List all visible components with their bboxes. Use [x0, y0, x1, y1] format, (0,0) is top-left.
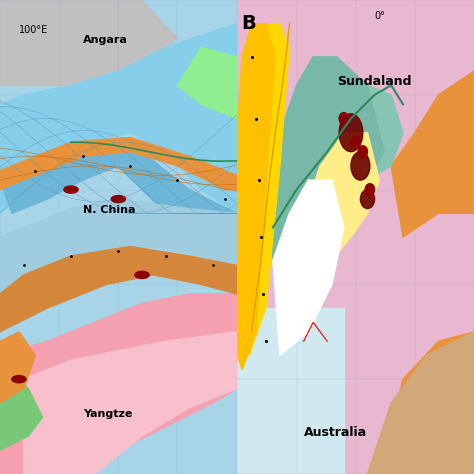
- Polygon shape: [0, 24, 237, 213]
- Ellipse shape: [351, 137, 360, 148]
- Text: Sundaland: Sundaland: [337, 75, 411, 88]
- Polygon shape: [242, 24, 290, 355]
- Polygon shape: [237, 24, 275, 370]
- Ellipse shape: [360, 190, 374, 209]
- Ellipse shape: [339, 113, 348, 125]
- Bar: [237, 308, 344, 474]
- Polygon shape: [0, 294, 237, 474]
- Ellipse shape: [135, 271, 149, 279]
- Text: Angara: Angara: [83, 35, 128, 45]
- Ellipse shape: [358, 146, 367, 158]
- Polygon shape: [0, 246, 237, 332]
- Text: 100°E: 100°E: [19, 25, 48, 35]
- Text: Australia: Australia: [304, 426, 367, 439]
- Text: N. China: N. China: [83, 205, 136, 215]
- Polygon shape: [367, 332, 474, 474]
- Text: Yangtze: Yangtze: [83, 409, 132, 419]
- Ellipse shape: [12, 375, 26, 383]
- Polygon shape: [273, 180, 344, 356]
- Polygon shape: [0, 199, 237, 294]
- Polygon shape: [304, 85, 403, 213]
- Polygon shape: [266, 57, 384, 261]
- Ellipse shape: [64, 186, 78, 193]
- Polygon shape: [391, 71, 474, 237]
- Polygon shape: [0, 0, 177, 85]
- Ellipse shape: [365, 184, 374, 196]
- Polygon shape: [0, 370, 43, 450]
- Polygon shape: [0, 137, 237, 190]
- Ellipse shape: [351, 152, 370, 180]
- Polygon shape: [24, 332, 237, 474]
- Polygon shape: [0, 152, 237, 246]
- Polygon shape: [379, 332, 474, 474]
- Polygon shape: [285, 133, 379, 308]
- Polygon shape: [177, 47, 237, 118]
- Polygon shape: [0, 332, 36, 403]
- Ellipse shape: [339, 114, 363, 152]
- Ellipse shape: [111, 196, 126, 203]
- Text: B: B: [242, 14, 256, 33]
- Text: 0°: 0°: [374, 11, 385, 21]
